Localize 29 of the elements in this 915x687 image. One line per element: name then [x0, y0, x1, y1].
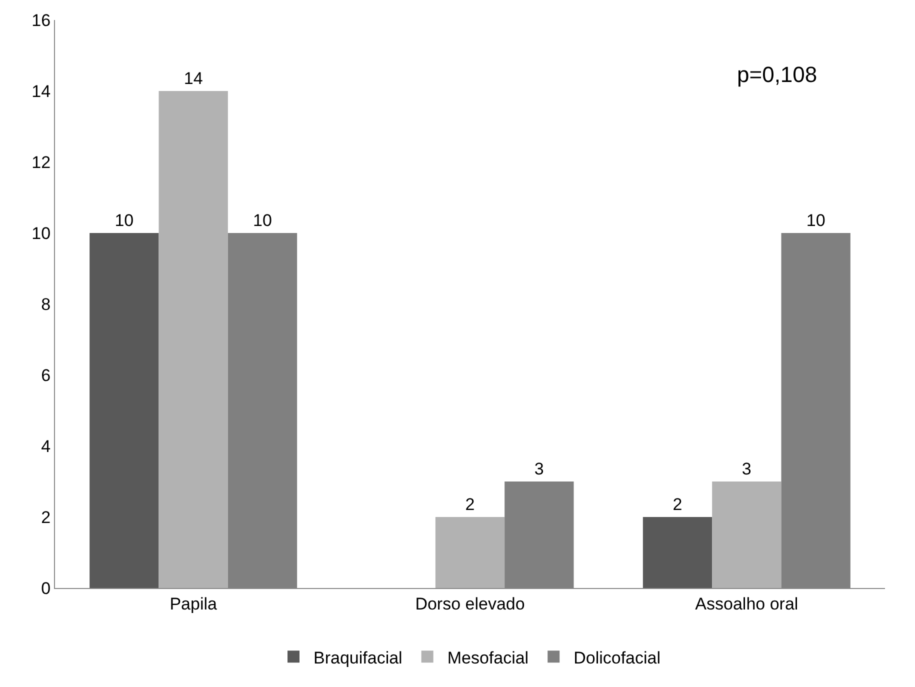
- y-tick-label: 6: [41, 366, 51, 385]
- bar: [712, 482, 782, 588]
- y-tick-label: 10: [32, 224, 51, 243]
- legend-label: Mesofacial: [447, 648, 529, 668]
- legend-label: Braquifacial: [314, 648, 402, 668]
- data-label: 3: [742, 460, 752, 478]
- y-tick-label: 0: [41, 578, 51, 598]
- x-tick-label: Dorso elevado: [415, 594, 525, 614]
- data-label: 2: [672, 495, 682, 514]
- y-tick-label: 8: [41, 294, 51, 314]
- x-tick-label: Assoalho oral: [695, 594, 798, 614]
- bar: [158, 91, 228, 588]
- data-label: 10: [114, 211, 134, 230]
- bar: [435, 517, 505, 588]
- y-tick-label: 2: [41, 508, 51, 527]
- y-tick-label: 16: [32, 10, 51, 30]
- data-label: 14: [184, 69, 203, 88]
- y-tick-label: 12: [32, 152, 51, 172]
- data-label: 10: [806, 211, 826, 230]
- data-label: 3: [534, 460, 544, 478]
- y-tick-label: 4: [41, 436, 51, 456]
- data-label: 2: [465, 495, 475, 514]
- annotation: p=0,108: [737, 62, 818, 87]
- legend-label: Dolicofacial: [574, 648, 661, 668]
- y-tick-label: 14: [32, 82, 51, 101]
- bar: [642, 517, 712, 588]
- data-label: 10: [253, 211, 272, 230]
- bar: [90, 233, 159, 588]
- x-tick-label: Papila: [170, 594, 218, 614]
